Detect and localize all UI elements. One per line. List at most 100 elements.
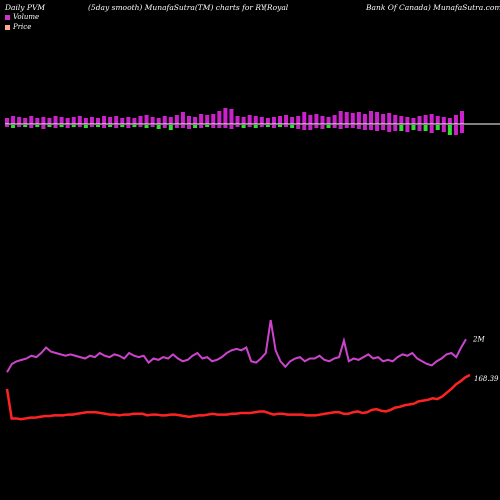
volume-bar-up — [144, 115, 149, 124]
volume-bar-up — [271, 117, 276, 124]
volume-bar-up — [205, 115, 210, 124]
volume-bar-down — [284, 125, 289, 127]
volume-bar-up — [168, 117, 173, 124]
volume-bar-up — [259, 117, 264, 124]
volume-bar-down — [193, 125, 198, 128]
volume-bar-down — [369, 125, 373, 130]
volume-bar-up — [453, 115, 458, 124]
volume-bar-up — [447, 118, 452, 124]
volume-bar-down — [381, 125, 386, 130]
volume-bar-up — [187, 116, 191, 124]
volume-bar-up — [174, 115, 179, 124]
volume-bar-down — [144, 125, 149, 128]
volume-bar-down — [453, 125, 458, 135]
volume-bar-up — [441, 117, 446, 124]
volume-bar-up — [5, 118, 9, 124]
volume-bar-up — [47, 118, 52, 124]
volume-bar-down — [265, 125, 270, 127]
volume-bar-up — [83, 118, 88, 124]
volume-bar-up — [302, 112, 307, 124]
volume-bar-down — [71, 125, 76, 127]
volume-bar-down — [96, 125, 100, 127]
volume-bar-down — [59, 125, 64, 127]
volume-bar-up — [108, 117, 113, 124]
volume-bar-down — [199, 125, 204, 128]
volume-bar-up — [417, 116, 422, 124]
price-end-label: 168.39 — [474, 375, 499, 383]
volume-bar-up — [229, 109, 234, 124]
volume-bar-down — [102, 125, 107, 128]
volume-bar-down — [47, 125, 52, 127]
volume-bar-down — [314, 125, 319, 128]
volume-bar-up — [53, 116, 58, 124]
volume-bar-up — [460, 111, 464, 124]
volume-bar-down — [223, 125, 228, 128]
volume-bar-down — [126, 125, 131, 128]
volume-bar-down — [350, 125, 355, 128]
volume-bar-down — [447, 125, 452, 135]
volume-bar-up — [332, 115, 337, 124]
header-left: Daily PVM — [5, 3, 46, 12]
volume-bar-down — [29, 125, 34, 128]
legend-volume: Volume — [5, 13, 39, 21]
volume-bar-down — [290, 125, 295, 128]
volume-bar-down — [35, 125, 40, 127]
volume-bar-up — [89, 117, 94, 124]
volume-bar-down — [83, 125, 88, 128]
volume-bar-down — [460, 125, 464, 133]
volume-bar-up — [344, 112, 349, 124]
volume-bar-down — [393, 125, 398, 131]
volume-bar-down — [132, 125, 137, 127]
volume-bar-up — [429, 114, 434, 124]
volume-bar-down — [162, 125, 167, 128]
volume-bar-down — [326, 125, 331, 128]
volume-bar-down — [211, 125, 216, 128]
volume-bar-up — [265, 118, 270, 124]
header-company-b: Bank Of Canada) MunafaSutra.com — [366, 3, 500, 12]
volume-bar-down — [180, 125, 185, 128]
volume-bar-up — [23, 118, 28, 124]
volume-bar-up — [235, 116, 240, 124]
volume-bar-up — [362, 114, 367, 124]
volume-bar-down — [114, 125, 119, 128]
volume-bar-up — [199, 114, 204, 124]
volume-bar-up — [350, 113, 355, 124]
volume-bar-up — [193, 117, 198, 124]
volume-bar-up — [102, 116, 107, 124]
volume-bar-down — [187, 125, 191, 129]
volume-bar-down — [229, 125, 234, 129]
volume-bar-up — [132, 118, 137, 124]
volume-bar-down — [53, 125, 58, 128]
volume-bar-up — [126, 117, 131, 124]
volume-bar-up — [393, 115, 398, 124]
volume-bar-down — [17, 125, 22, 127]
volume-bar-up — [71, 117, 76, 124]
volume-bar-up — [77, 116, 82, 124]
volume-bar-up — [435, 116, 440, 124]
volume-bar-down — [375, 125, 380, 131]
legend-volume-label: Volume — [13, 13, 40, 21]
volume-bar-up — [338, 111, 343, 124]
volume-bar-up — [284, 115, 289, 124]
volume-bar-up — [241, 117, 246, 124]
volume-bar-down — [362, 125, 367, 130]
volume-bar-down — [5, 125, 9, 127]
volume-bar-down — [168, 125, 173, 130]
volume-bar-up — [223, 108, 228, 124]
volume-bar-down — [138, 125, 143, 127]
volume-bar-up — [35, 118, 40, 124]
volume-bar-up — [253, 116, 258, 124]
volume-bar-down — [241, 125, 246, 128]
legend-volume-swatch — [5, 14, 10, 20]
volume-bar-up — [387, 113, 392, 124]
volume-bar-down — [338, 125, 343, 129]
volume-bar-down — [150, 125, 155, 127]
volume-bar-up — [405, 117, 410, 124]
volume-bar-down — [417, 125, 422, 131]
volume-bar-down — [399, 125, 404, 131]
volume-bar-up — [326, 117, 331, 124]
volume-bar-down — [259, 125, 264, 127]
price-line — [5, 373, 471, 421]
legend-price: Price — [5, 23, 31, 31]
